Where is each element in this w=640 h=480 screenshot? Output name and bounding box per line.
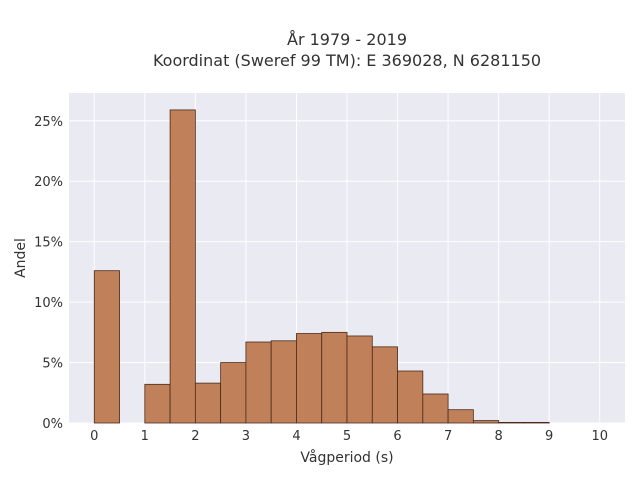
- x-tick-label: 1: [141, 429, 149, 444]
- histogram-bar: [194, 382, 222, 424]
- histogram-bar: [523, 421, 550, 424]
- y-tick-label: 15%: [34, 236, 63, 251]
- chart-title-line2: Koordinat (Sweref 99 TM): E 369028, N 62…: [153, 51, 541, 70]
- y-tick-label: 10%: [34, 296, 63, 311]
- histogram-bar: [270, 340, 297, 424]
- histogram-bar: [422, 393, 449, 424]
- x-tick-label: 3: [242, 429, 250, 444]
- x-tick-label: 7: [444, 429, 452, 444]
- bars: [93, 109, 550, 424]
- x-tick-label: 0: [90, 429, 98, 444]
- x-tick-label: 8: [494, 429, 502, 444]
- histogram-bar: [93, 270, 120, 424]
- histogram-bar: [296, 333, 323, 424]
- histogram-bar: [169, 109, 196, 424]
- y-tick-label: 0%: [42, 417, 63, 432]
- histogram-bar: [447, 409, 474, 424]
- histogram-bar: [371, 346, 398, 424]
- histogram-bar: [144, 383, 171, 424]
- x-tick-label: 2: [191, 429, 199, 444]
- x-tick-label: 9: [545, 429, 553, 444]
- y-tick-label: 5%: [42, 357, 63, 372]
- histogram-bar: [472, 420, 500, 424]
- histogram-bar: [321, 331, 348, 424]
- x-axis-label: Vågperiod (s): [300, 449, 393, 466]
- x-tick-label: 5: [343, 429, 351, 444]
- y-tick-label: 25%: [34, 115, 63, 130]
- histogram-bar: [245, 341, 272, 424]
- y-axis-label: Andel: [13, 238, 29, 278]
- chart-title-line1: År 1979 - 2019: [287, 30, 407, 49]
- x-tick-label: 6: [393, 429, 401, 444]
- histogram-bar: [498, 421, 525, 424]
- x-tick-label: 4: [292, 429, 300, 444]
- histogram-bar: [346, 335, 373, 424]
- histogram-bar: [397, 370, 424, 424]
- histogram-bar: [220, 362, 247, 424]
- axis-ticks: 0 1 2 3 4 5 6 7 8 9 10 0% 5% 10% 15% 20% 25%: [34, 115, 608, 444]
- y-tick-label: 20%: [34, 175, 63, 190]
- x-tick-label: 10: [591, 429, 608, 444]
